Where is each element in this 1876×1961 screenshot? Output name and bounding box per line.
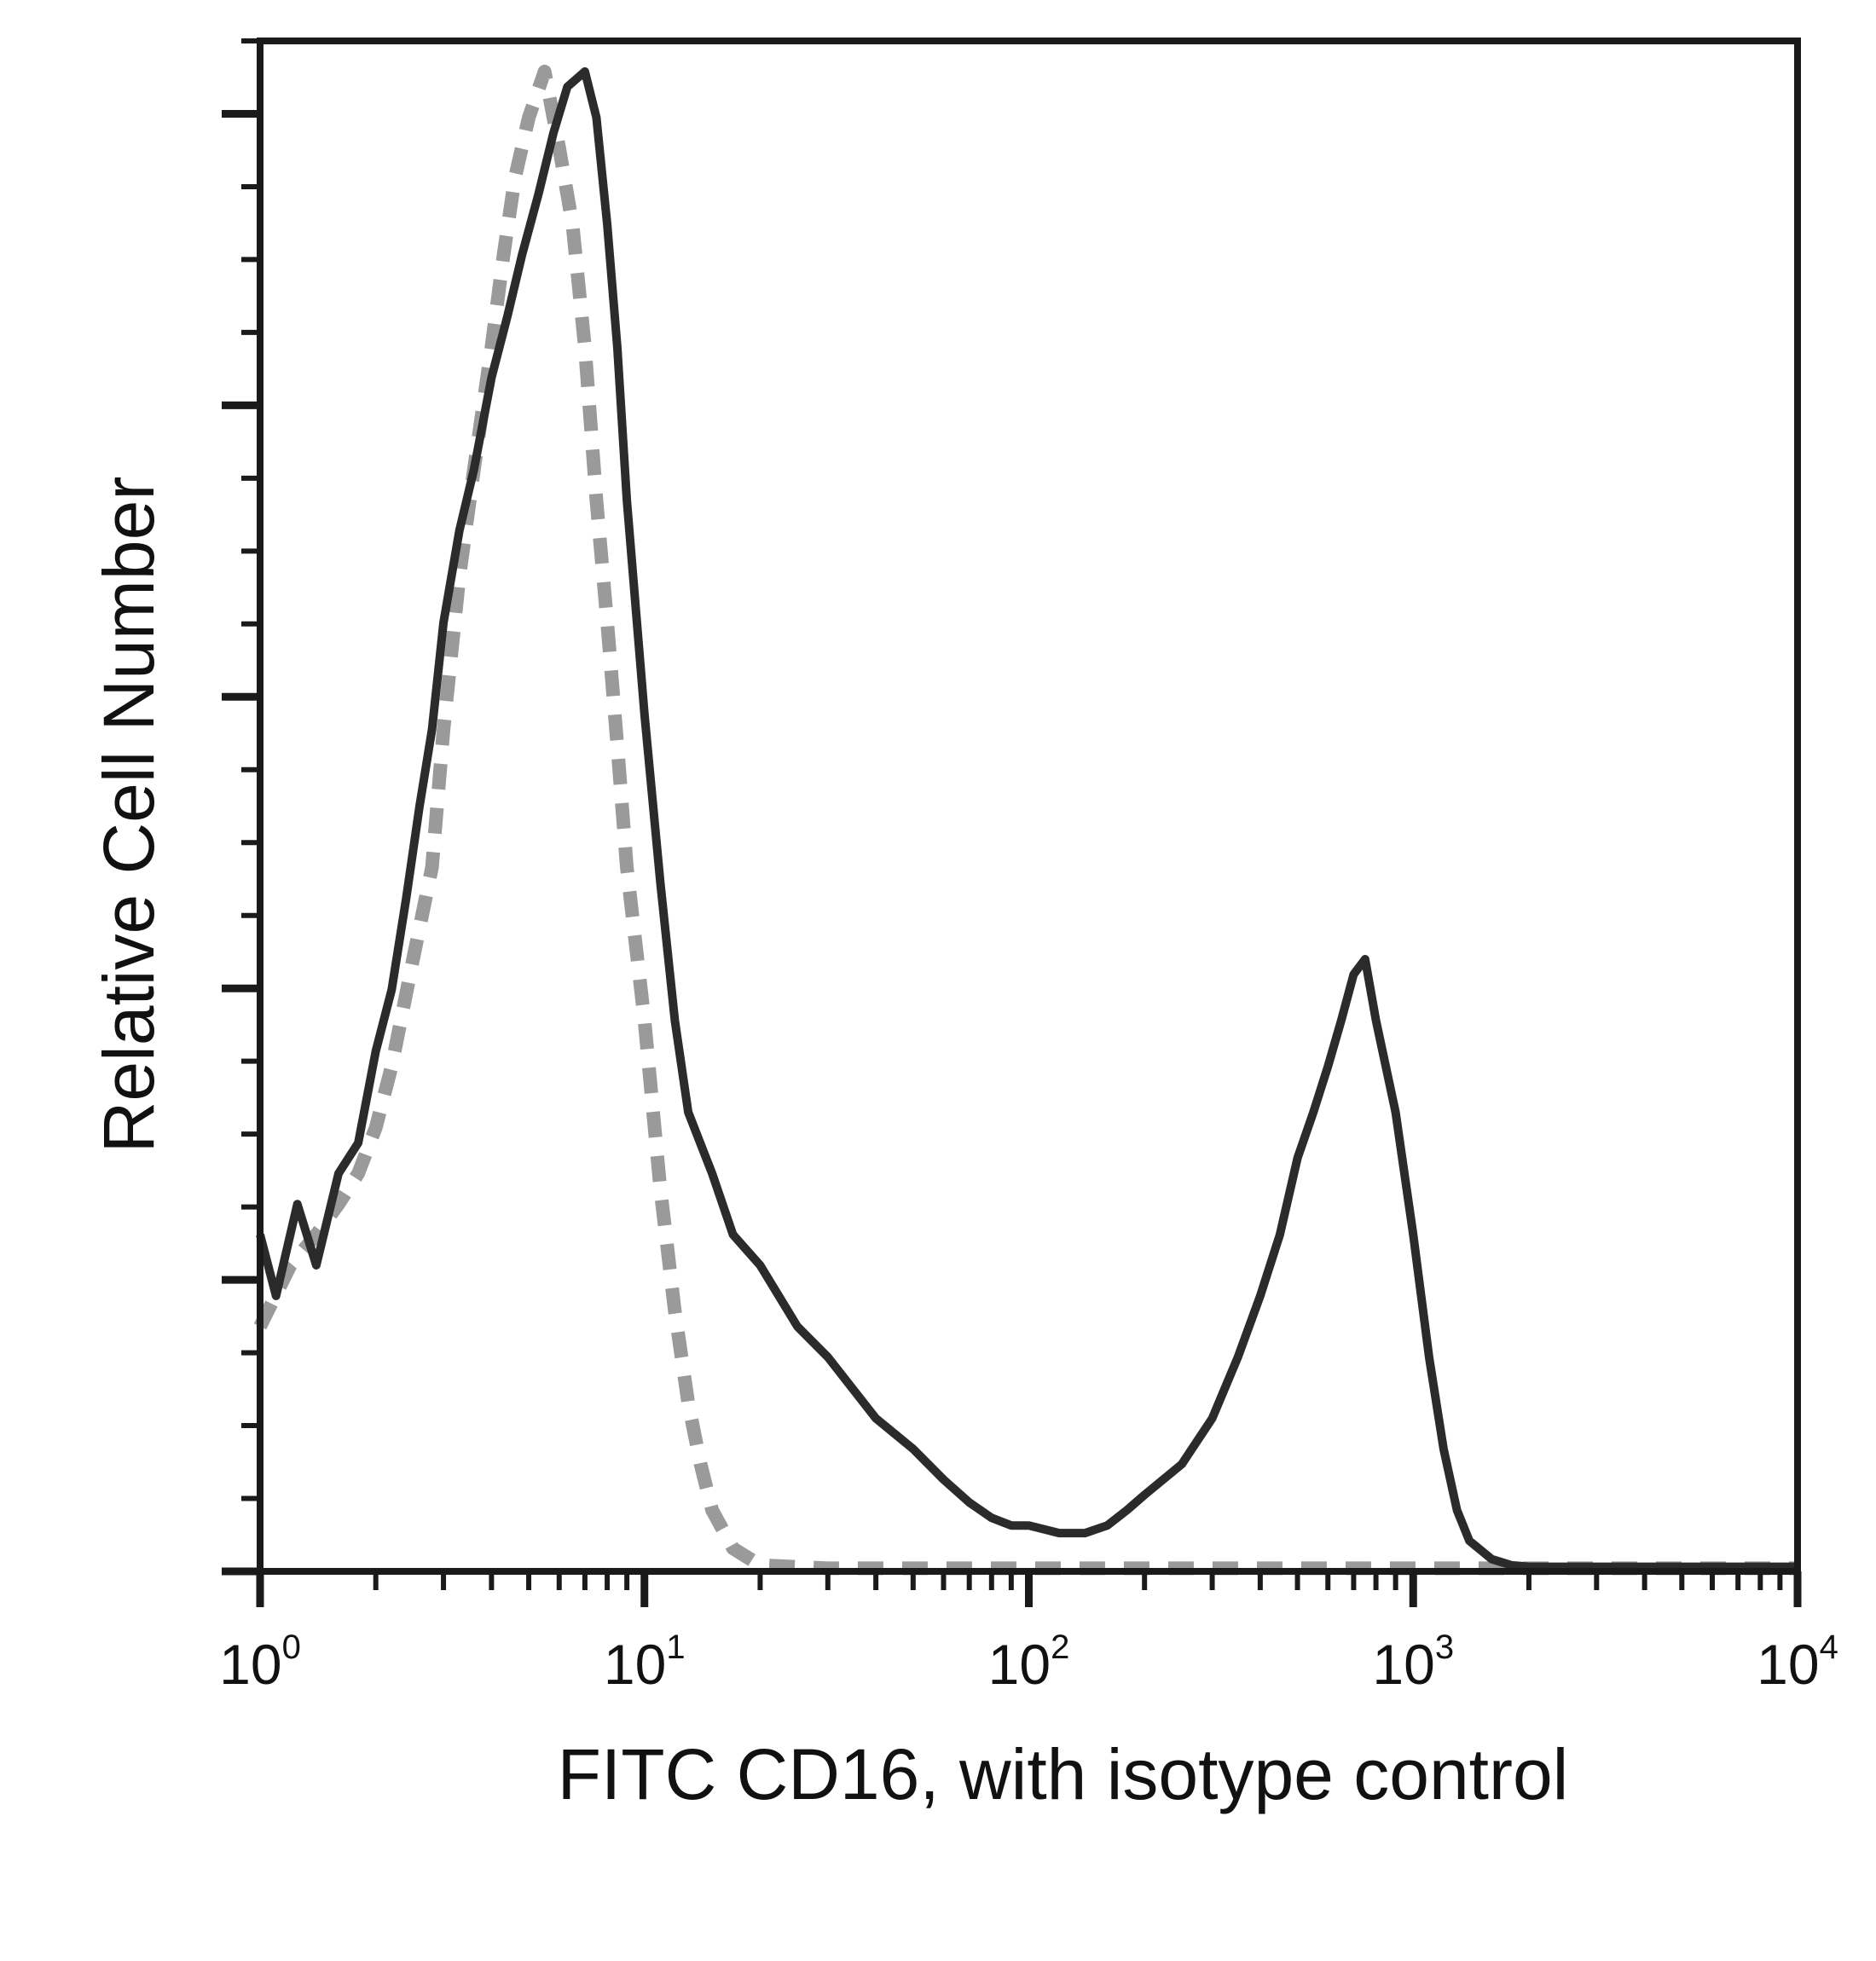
x-tick-label: 101 — [604, 1628, 686, 1696]
series-layer — [253, 64, 1798, 1576]
isotype-control-series — [253, 64, 1798, 1576]
x-tick-label: 100 — [219, 1628, 301, 1696]
x-tick-label: 103 — [1372, 1628, 1454, 1696]
x-axis-tick-labels: 100 101 102 103 104 — [219, 1628, 1838, 1696]
plot-frame — [257, 38, 1801, 1575]
x-axis-ticks — [256, 1571, 1802, 1607]
x-tick-label: 104 — [1757, 1628, 1838, 1696]
y-axis-title: Relative Cell Number — [89, 477, 169, 1154]
x-axis-title: FITC CD16, with isotype control — [558, 1734, 1569, 1814]
x-tick-label: 102 — [988, 1628, 1070, 1696]
y-axis-ticks — [222, 38, 260, 1576]
cd16-series — [256, 67, 1798, 1571]
